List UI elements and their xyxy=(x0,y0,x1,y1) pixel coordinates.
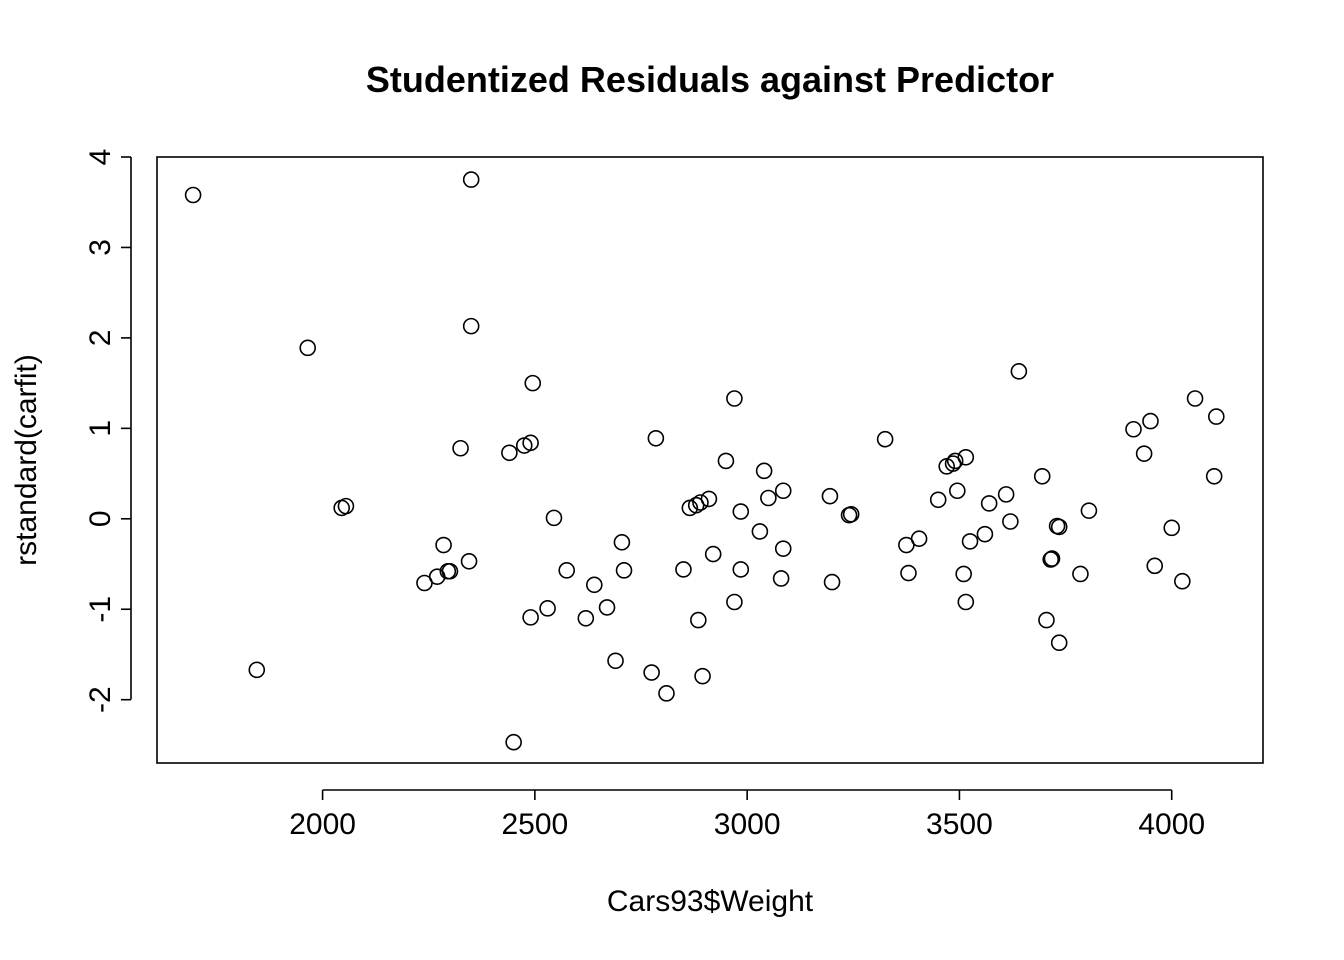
chart-title: Studentized Residuals against Predictor xyxy=(366,59,1054,100)
data-point xyxy=(462,171,480,188)
data-point xyxy=(694,667,711,685)
data-point xyxy=(961,533,979,550)
data-point xyxy=(1125,420,1142,438)
y-axis: -2 -1 0 1 2 3 4 xyxy=(84,149,132,713)
data-point xyxy=(435,536,452,554)
data-point xyxy=(957,593,975,611)
data-point xyxy=(1072,565,1089,583)
data-point xyxy=(755,462,773,480)
data-point xyxy=(760,489,777,507)
x-tick-label: 4000 xyxy=(1138,808,1205,841)
data-point xyxy=(957,448,975,466)
data-point xyxy=(337,497,355,515)
data-point xyxy=(441,562,459,580)
x-tick-label: 3500 xyxy=(926,808,993,841)
data-point xyxy=(1050,634,1068,652)
data-point xyxy=(876,430,894,448)
data-point xyxy=(607,652,624,670)
x-tick-label: 2000 xyxy=(289,808,356,841)
x-axis: 2000 2500 3000 3500 4000 xyxy=(289,789,1205,841)
data-point xyxy=(700,490,718,508)
y-tick-label: 4 xyxy=(84,149,117,166)
data-point xyxy=(452,439,469,457)
data-point xyxy=(1205,467,1223,485)
data-point xyxy=(949,482,966,500)
data-point xyxy=(690,611,707,629)
data-point xyxy=(821,487,839,505)
data-point xyxy=(910,530,928,547)
data-point xyxy=(997,486,1015,503)
y-axis-label: rstandard(carfit) xyxy=(10,354,43,566)
data-point xyxy=(1033,467,1051,485)
x-tick-label: 3000 xyxy=(714,808,781,841)
data-point xyxy=(577,609,595,627)
plot-frame xyxy=(156,156,1264,764)
data-point xyxy=(539,600,556,617)
data-point xyxy=(1207,408,1225,425)
data-point xyxy=(505,733,522,751)
data-point xyxy=(643,664,660,681)
data-point xyxy=(1002,513,1019,530)
y-tick-label: 1 xyxy=(84,420,117,437)
data-point xyxy=(586,576,603,594)
data-point xyxy=(772,570,790,587)
data-point xyxy=(299,339,317,357)
data-point xyxy=(1174,572,1191,590)
data-point xyxy=(462,317,480,335)
data-point xyxy=(522,434,539,452)
data-point xyxy=(1050,518,1068,536)
data-point xyxy=(1010,363,1028,380)
data-points xyxy=(184,171,1225,751)
data-point xyxy=(774,482,792,500)
data-point xyxy=(613,534,631,551)
data-point xyxy=(717,452,735,470)
data-point xyxy=(248,661,266,679)
data-point xyxy=(1043,550,1061,567)
y-tick-label: 0 xyxy=(84,510,117,527)
data-point xyxy=(598,599,616,616)
data-point xyxy=(615,562,633,579)
data-point xyxy=(726,593,743,611)
data-point xyxy=(647,429,665,447)
data-point xyxy=(1038,611,1055,629)
data-point xyxy=(900,564,917,582)
data-point xyxy=(929,491,947,509)
data-point xyxy=(955,565,972,583)
data-point xyxy=(774,540,792,557)
data-point xyxy=(501,444,518,462)
data-point xyxy=(980,495,998,512)
data-point xyxy=(1146,557,1164,575)
data-point xyxy=(524,374,542,392)
data-point xyxy=(692,494,709,511)
data-point xyxy=(842,505,860,523)
data-point xyxy=(732,561,750,578)
data-point xyxy=(751,523,769,540)
x-axis-label: Cars93$Weight xyxy=(607,885,814,918)
y-tick-label: 3 xyxy=(84,239,117,256)
data-point xyxy=(1142,412,1159,430)
data-point xyxy=(184,186,202,204)
data-point xyxy=(726,390,743,407)
y-tick-label: -1 xyxy=(84,596,117,623)
data-point xyxy=(1186,390,1204,407)
x-tick-label: 2500 xyxy=(501,808,568,841)
data-point xyxy=(460,553,478,570)
data-point xyxy=(545,509,563,527)
data-point xyxy=(732,503,750,520)
data-point xyxy=(946,452,964,470)
y-tick-label: -2 xyxy=(84,686,117,713)
y-tick-label: 2 xyxy=(84,330,117,347)
data-point xyxy=(704,545,722,563)
data-point xyxy=(558,562,576,579)
data-point xyxy=(823,573,841,591)
data-point xyxy=(1080,502,1098,519)
data-point xyxy=(1163,519,1181,537)
data-point xyxy=(522,609,539,626)
data-point xyxy=(658,685,675,702)
data-point xyxy=(976,525,994,543)
data-point xyxy=(1135,445,1153,462)
data-point xyxy=(675,561,692,578)
